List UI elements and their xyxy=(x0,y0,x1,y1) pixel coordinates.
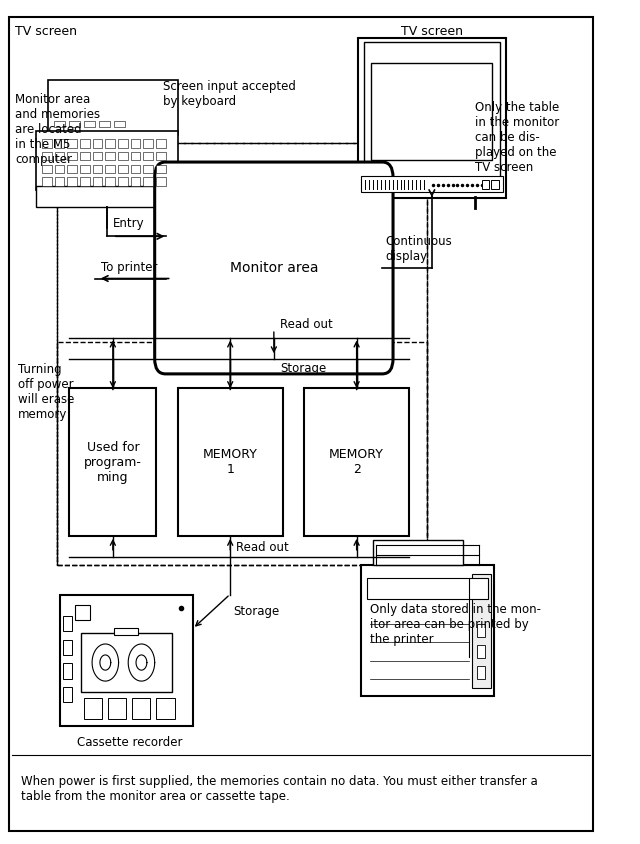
Bar xyxy=(367,578,488,599)
Text: Used for
program-
ming: Used for program- ming xyxy=(84,441,142,484)
Text: Storage: Storage xyxy=(280,362,326,375)
Bar xyxy=(76,605,90,620)
Bar xyxy=(55,152,65,160)
Text: Monitor area: Monitor area xyxy=(230,261,318,275)
Bar xyxy=(42,139,52,148)
Text: When power is first supplied, the memories contain no data. You must either tran: When power is first supplied, the memori… xyxy=(21,776,538,803)
Bar xyxy=(48,80,177,135)
Text: Read out: Read out xyxy=(280,318,333,331)
Bar xyxy=(481,180,490,189)
Bar xyxy=(80,139,90,148)
Bar xyxy=(361,176,502,192)
Bar xyxy=(156,139,166,148)
Bar xyxy=(93,165,102,173)
Bar xyxy=(93,152,102,160)
Bar xyxy=(93,177,102,186)
Bar xyxy=(67,152,77,160)
Bar xyxy=(115,121,125,127)
Bar xyxy=(118,165,127,173)
Bar xyxy=(371,63,492,160)
Bar xyxy=(131,152,140,160)
Bar xyxy=(67,139,77,148)
Text: Cassette recorder: Cassette recorder xyxy=(77,736,182,749)
Text: TV screen: TV screen xyxy=(401,25,463,38)
Text: Screen input accepted
by keyboard: Screen input accepted by keyboard xyxy=(163,80,296,108)
Bar xyxy=(93,139,102,148)
Text: To printer: To printer xyxy=(101,262,157,274)
Text: Only the table
in the monitor
can be dis-
played on the
TV screen: Only the table in the monitor can be dis… xyxy=(476,101,560,174)
Bar xyxy=(373,540,463,565)
Bar xyxy=(54,121,65,127)
Bar xyxy=(63,640,72,655)
Bar xyxy=(60,595,193,726)
Bar xyxy=(177,388,283,536)
Bar xyxy=(118,139,127,148)
Bar xyxy=(364,42,500,177)
Bar xyxy=(156,165,166,173)
Bar xyxy=(63,616,72,631)
Bar xyxy=(491,180,499,189)
Bar xyxy=(106,165,115,173)
Bar xyxy=(57,342,428,565)
Bar xyxy=(477,624,485,637)
FancyBboxPatch shape xyxy=(155,162,393,374)
Bar xyxy=(143,165,153,173)
Bar xyxy=(156,152,166,160)
Text: Storage: Storage xyxy=(233,605,280,619)
Bar xyxy=(80,152,90,160)
Bar xyxy=(132,698,150,719)
Bar xyxy=(115,628,138,635)
Bar xyxy=(106,177,115,186)
Bar xyxy=(67,177,77,186)
Bar xyxy=(55,139,65,148)
Bar xyxy=(118,177,127,186)
Bar xyxy=(84,698,102,719)
Bar xyxy=(361,565,493,696)
Bar xyxy=(358,38,506,198)
Bar xyxy=(106,152,115,160)
Bar xyxy=(304,388,410,536)
Text: Only data stored in the mon-
itor area can be printed by
the printer: Only data stored in the mon- itor area c… xyxy=(370,603,541,647)
Bar xyxy=(99,121,110,127)
Bar xyxy=(81,633,172,692)
Bar xyxy=(80,177,90,186)
Text: Read out: Read out xyxy=(236,541,289,554)
Bar xyxy=(63,663,72,679)
Bar xyxy=(63,687,72,702)
Bar xyxy=(42,152,52,160)
Text: TV screen: TV screen xyxy=(15,25,77,38)
Bar xyxy=(156,177,166,186)
Bar xyxy=(157,698,175,719)
Bar xyxy=(143,139,153,148)
Text: MEMORY
2: MEMORY 2 xyxy=(329,448,384,476)
Text: Entry: Entry xyxy=(113,218,145,230)
Bar xyxy=(57,143,428,565)
Bar xyxy=(36,186,177,207)
Bar xyxy=(143,152,153,160)
Bar xyxy=(80,165,90,173)
Bar xyxy=(108,698,126,719)
Bar xyxy=(36,131,177,190)
Bar xyxy=(69,388,157,536)
Bar xyxy=(472,574,490,688)
Text: Monitor area
and memories
are located
in the M5
computer: Monitor area and memories are located in… xyxy=(15,93,100,165)
Bar xyxy=(69,121,80,127)
Bar xyxy=(143,177,153,186)
Text: MEMORY
1: MEMORY 1 xyxy=(203,448,258,476)
Bar xyxy=(118,152,127,160)
Bar xyxy=(106,139,115,148)
Bar xyxy=(42,177,52,186)
Bar xyxy=(477,666,485,679)
Bar xyxy=(84,121,95,127)
Bar xyxy=(131,177,140,186)
Bar xyxy=(55,165,65,173)
Bar xyxy=(55,177,65,186)
Text: Turning
off power
will erase
memory: Turning off power will erase memory xyxy=(18,364,74,421)
Bar xyxy=(131,139,140,148)
Bar xyxy=(477,645,485,658)
Bar xyxy=(131,165,140,173)
Bar xyxy=(67,165,77,173)
Text: Continuous
display: Continuous display xyxy=(385,235,452,263)
Bar xyxy=(42,165,52,173)
